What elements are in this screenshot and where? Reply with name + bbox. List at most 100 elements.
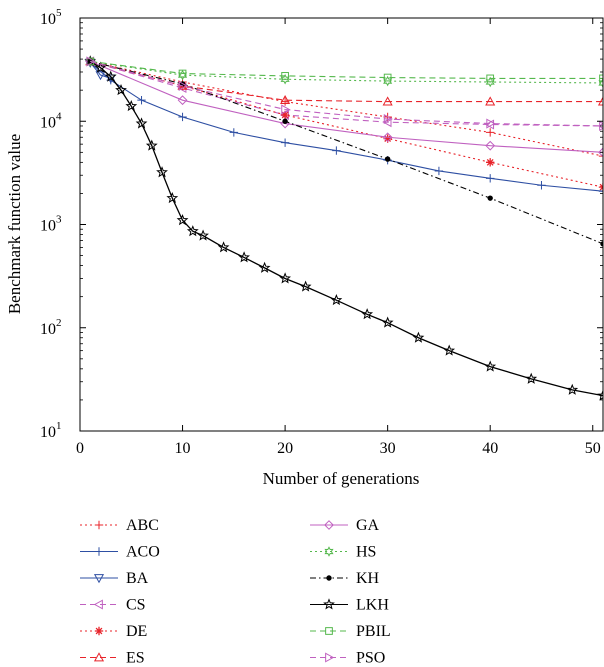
data-point (566, 383, 579, 395)
series-line (90, 60, 603, 127)
data-point (258, 261, 271, 273)
data-point (93, 599, 103, 610)
data-point (330, 293, 343, 306)
y-tick-exponent: 3 (56, 214, 62, 226)
series-lkh (84, 55, 603, 401)
y-tick-base: 10 (40, 114, 56, 131)
data-point (145, 139, 158, 151)
data-point (135, 117, 148, 129)
data-point (412, 331, 425, 343)
data-point (282, 118, 288, 124)
legend-label: ES (126, 650, 145, 667)
data-point (443, 344, 456, 356)
series-layer (84, 55, 603, 401)
data-point (94, 61, 107, 73)
data-point (485, 174, 495, 183)
data-point (597, 389, 603, 401)
y-axis-label: Benchmark function value (5, 134, 24, 314)
series-line (90, 60, 603, 127)
data-point (280, 94, 291, 105)
data-point (324, 520, 334, 530)
series-aco (86, 58, 603, 196)
data-point (382, 132, 393, 143)
data-point (485, 140, 496, 151)
data-point (93, 574, 105, 584)
legend-label: GA (356, 517, 380, 534)
series-line (90, 60, 603, 157)
data-point (178, 112, 187, 122)
y-tick-base: 10 (40, 218, 56, 235)
legend-item-de: DE (80, 623, 147, 640)
series-line (89, 62, 603, 192)
data-point (525, 372, 538, 384)
data-point (325, 652, 335, 663)
data-point (217, 241, 230, 253)
legend-label: BA (126, 570, 149, 587)
series-hs (85, 56, 603, 89)
data-point (178, 69, 187, 78)
legend: ABC ACO BA CS DE ES GA HS KH LKH PBIL PSO (80, 517, 391, 667)
data-point (281, 104, 291, 115)
data-point (382, 96, 393, 106)
legend-label: ABC (126, 517, 159, 534)
data-point (176, 214, 189, 226)
series-line (89, 60, 603, 397)
y-tick-label: 105 (40, 7, 62, 28)
series-line (90, 60, 603, 245)
series-line (90, 60, 603, 103)
data-point (95, 71, 106, 81)
data-point (598, 151, 603, 161)
data-point (487, 195, 493, 201)
legend-label: CS (126, 597, 146, 614)
x-tick-label: 50 (585, 440, 601, 457)
y-tick-base: 10 (40, 424, 56, 441)
data-point (599, 74, 603, 83)
data-point (115, 83, 127, 96)
data-point (229, 128, 239, 137)
legend-label: DE (126, 623, 147, 640)
x-tick-label: 0 (76, 440, 84, 457)
series-pso (86, 56, 603, 132)
legend-item-hs: HS (310, 544, 376, 561)
data-point (434, 166, 444, 176)
data-point (599, 120, 603, 132)
data-point (383, 134, 392, 143)
data-point (178, 80, 188, 91)
y-tick-exponent: 4 (56, 110, 62, 122)
data-point (86, 56, 96, 67)
x-axis-label: Number of generations (263, 469, 420, 488)
y-tick-exponent: 2 (56, 317, 62, 329)
legend-item-lkh: LKH (310, 597, 389, 614)
data-point (598, 187, 603, 196)
data-point (281, 72, 289, 80)
data-point (93, 652, 105, 662)
data-point (137, 95, 146, 105)
data-point (323, 598, 335, 610)
data-point (484, 360, 497, 372)
y-tick-exponent: 5 (56, 7, 62, 19)
legend-item-ga: GA (310, 517, 380, 534)
data-point (186, 225, 199, 237)
data-point (383, 73, 392, 82)
data-point (125, 99, 138, 112)
y-tick-label: 101 (40, 420, 62, 441)
data-point (326, 575, 332, 581)
data-point (485, 158, 495, 167)
legend-item-ba: BA (80, 570, 149, 587)
data-point (384, 156, 391, 162)
data-point (280, 138, 290, 147)
data-point (156, 166, 168, 178)
legend-item-kh: KH (310, 570, 380, 587)
data-point (325, 627, 333, 635)
data-point (332, 146, 341, 155)
data-point (94, 520, 104, 530)
data-point (383, 114, 393, 125)
y-tick-base: 10 (40, 11, 56, 28)
legend-label: PBIL (356, 623, 391, 640)
legend-label: PSO (356, 650, 385, 667)
legend-label: HS (356, 544, 376, 561)
legend-label: LKH (356, 597, 389, 614)
x-tick-label: 10 (175, 440, 191, 457)
